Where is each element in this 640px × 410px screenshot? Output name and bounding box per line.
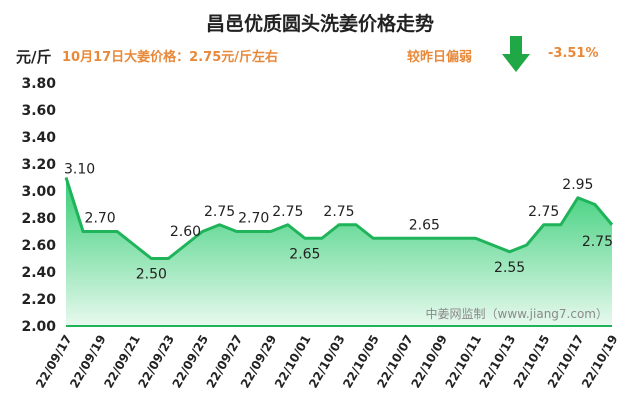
data-label: 2.55 xyxy=(494,260,525,276)
data-label: 2.95 xyxy=(562,177,593,193)
price-area-fill xyxy=(66,177,612,326)
data-label: 3.10 xyxy=(64,162,95,178)
y-tick-label: 3.60 xyxy=(21,103,56,119)
y-axis-unit-label: 元/斤 xyxy=(16,48,52,66)
y-tick-label: 3.40 xyxy=(21,130,56,146)
data-label: 2.70 xyxy=(85,211,116,227)
compare-label: 较昨日偏弱 xyxy=(407,50,473,65)
y-tick-label: 2.20 xyxy=(21,292,56,308)
y-tick-label: 2.80 xyxy=(21,211,56,227)
data-label: 2.50 xyxy=(136,267,167,283)
data-label: 2.75 xyxy=(528,204,559,220)
data-label: 2.60 xyxy=(170,224,201,240)
data-label: 2.65 xyxy=(289,246,320,262)
y-tick-label: 3.80 xyxy=(21,76,56,92)
y-tick-label: 3.20 xyxy=(21,157,56,173)
data-label: 2.75 xyxy=(272,204,303,220)
price-note: 10月17日大姜价格：2.75元/斤左右 xyxy=(62,50,279,65)
data-label: 2.70 xyxy=(238,211,269,227)
chart-title: 昌邑优质圆头洗姜价格走势 xyxy=(205,13,434,35)
watermark: 中姜网监制（www.jiang7.com） xyxy=(426,306,608,321)
data-label: 2.65 xyxy=(409,217,440,233)
data-label: 2.75 xyxy=(582,234,613,250)
y-tick-label: 3.00 xyxy=(21,184,56,200)
data-label: 2.75 xyxy=(204,204,235,220)
data-label: 2.75 xyxy=(323,204,354,220)
change-percent: -3.51% xyxy=(548,46,599,61)
down-arrow-icon xyxy=(502,36,530,72)
y-tick-label: 2.60 xyxy=(21,238,56,254)
y-tick-label: 2.00 xyxy=(21,319,56,335)
y-tick-label: 2.40 xyxy=(21,265,56,281)
